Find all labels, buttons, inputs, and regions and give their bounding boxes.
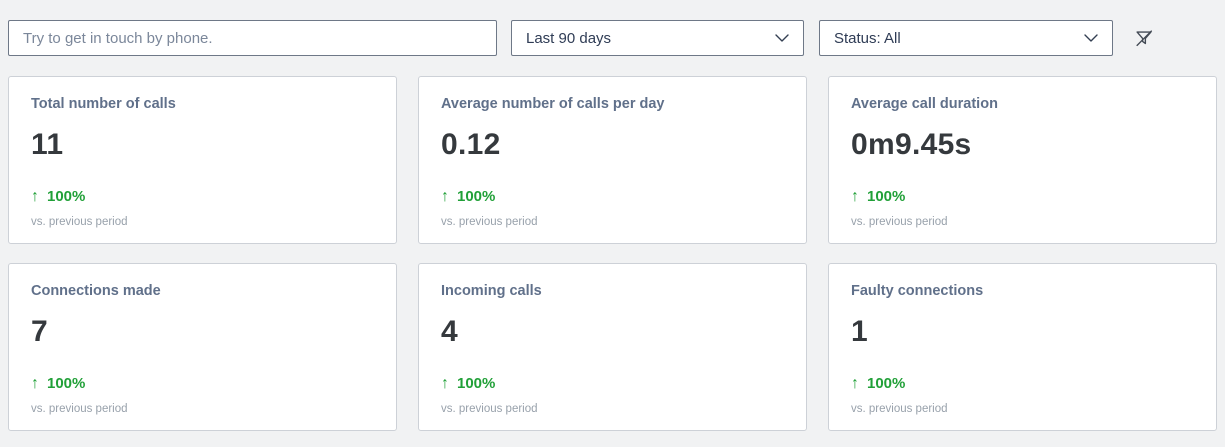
search-input[interactable] bbox=[8, 20, 497, 56]
card-connections-made: Connections made 7 ↑ 100% vs. previous p… bbox=[8, 263, 397, 431]
arrow-up-icon: ↑ bbox=[441, 188, 449, 205]
card-total-calls: Total number of calls 11 ↑ 100% vs. prev… bbox=[8, 76, 397, 244]
card-value: 11 bbox=[31, 128, 64, 161]
status-dropdown[interactable]: Status: All bbox=[819, 20, 1113, 56]
card-avg-call-duration: Average call duration 0m9.45s ↑ 100% vs.… bbox=[828, 76, 1217, 244]
card-title: Total number of calls bbox=[31, 96, 176, 112]
card-caption: vs. previous period bbox=[851, 216, 948, 228]
card-caption: vs. previous period bbox=[441, 403, 538, 415]
arrow-up-icon: ↑ bbox=[31, 375, 39, 392]
card-delta: ↑ 100% bbox=[441, 188, 784, 206]
card-value: 1 bbox=[851, 315, 868, 348]
card-faulty-connections: Faulty connections 1 ↑ 100% vs. previous… bbox=[828, 263, 1217, 431]
card-delta: ↑ 100% bbox=[31, 188, 374, 206]
card-delta: ↑ 100% bbox=[851, 188, 1194, 206]
delta-percent: 100% bbox=[47, 188, 86, 205]
arrow-up-icon: ↑ bbox=[31, 188, 39, 205]
period-dropdown[interactable]: Last 90 days bbox=[511, 20, 804, 56]
delta-percent: 100% bbox=[867, 188, 906, 205]
status-dropdown-value: Status: All bbox=[834, 29, 901, 47]
card-caption: vs. previous period bbox=[851, 403, 948, 415]
card-delta: ↑ 100% bbox=[31, 375, 374, 393]
card-title: Average call duration bbox=[851, 96, 998, 112]
card-avg-calls-per-day: Average number of calls per day 0.12 ↑ 1… bbox=[418, 76, 807, 244]
card-caption: vs. previous period bbox=[441, 216, 538, 228]
chevron-down-icon bbox=[1084, 34, 1098, 42]
delta-percent: 100% bbox=[457, 188, 496, 205]
period-dropdown-value: Last 90 days bbox=[526, 29, 612, 47]
card-title: Average number of calls per day bbox=[441, 96, 665, 112]
card-delta: ↑ 100% bbox=[851, 375, 1194, 393]
card-value: 0.12 bbox=[441, 128, 501, 161]
card-title: Incoming calls bbox=[441, 283, 542, 299]
chevron-down-icon bbox=[775, 34, 789, 42]
delta-percent: 100% bbox=[457, 375, 496, 392]
card-value: 0m9.45s bbox=[851, 128, 972, 161]
card-incoming-calls: Incoming calls 4 ↑ 100% vs. previous per… bbox=[418, 263, 807, 431]
card-delta: ↑ 100% bbox=[441, 375, 784, 393]
card-caption: vs. previous period bbox=[31, 403, 128, 415]
kpi-cards-grid: Total number of calls 11 ↑ 100% vs. prev… bbox=[0, 56, 1225, 431]
card-value: 7 bbox=[31, 315, 48, 348]
arrow-up-icon: ↑ bbox=[441, 375, 449, 392]
clear-filters-button[interactable] bbox=[1129, 23, 1159, 53]
arrow-up-icon: ↑ bbox=[851, 375, 859, 392]
filter-off-icon bbox=[1133, 27, 1155, 49]
card-title: Connections made bbox=[31, 283, 161, 299]
card-caption: vs. previous period bbox=[31, 216, 128, 228]
card-title: Faulty connections bbox=[851, 283, 984, 299]
delta-percent: 100% bbox=[47, 375, 86, 392]
arrow-up-icon: ↑ bbox=[851, 188, 859, 205]
card-value: 4 bbox=[441, 315, 458, 348]
delta-percent: 100% bbox=[867, 375, 906, 392]
filters-toolbar: Last 90 days Status: All bbox=[0, 0, 1225, 56]
